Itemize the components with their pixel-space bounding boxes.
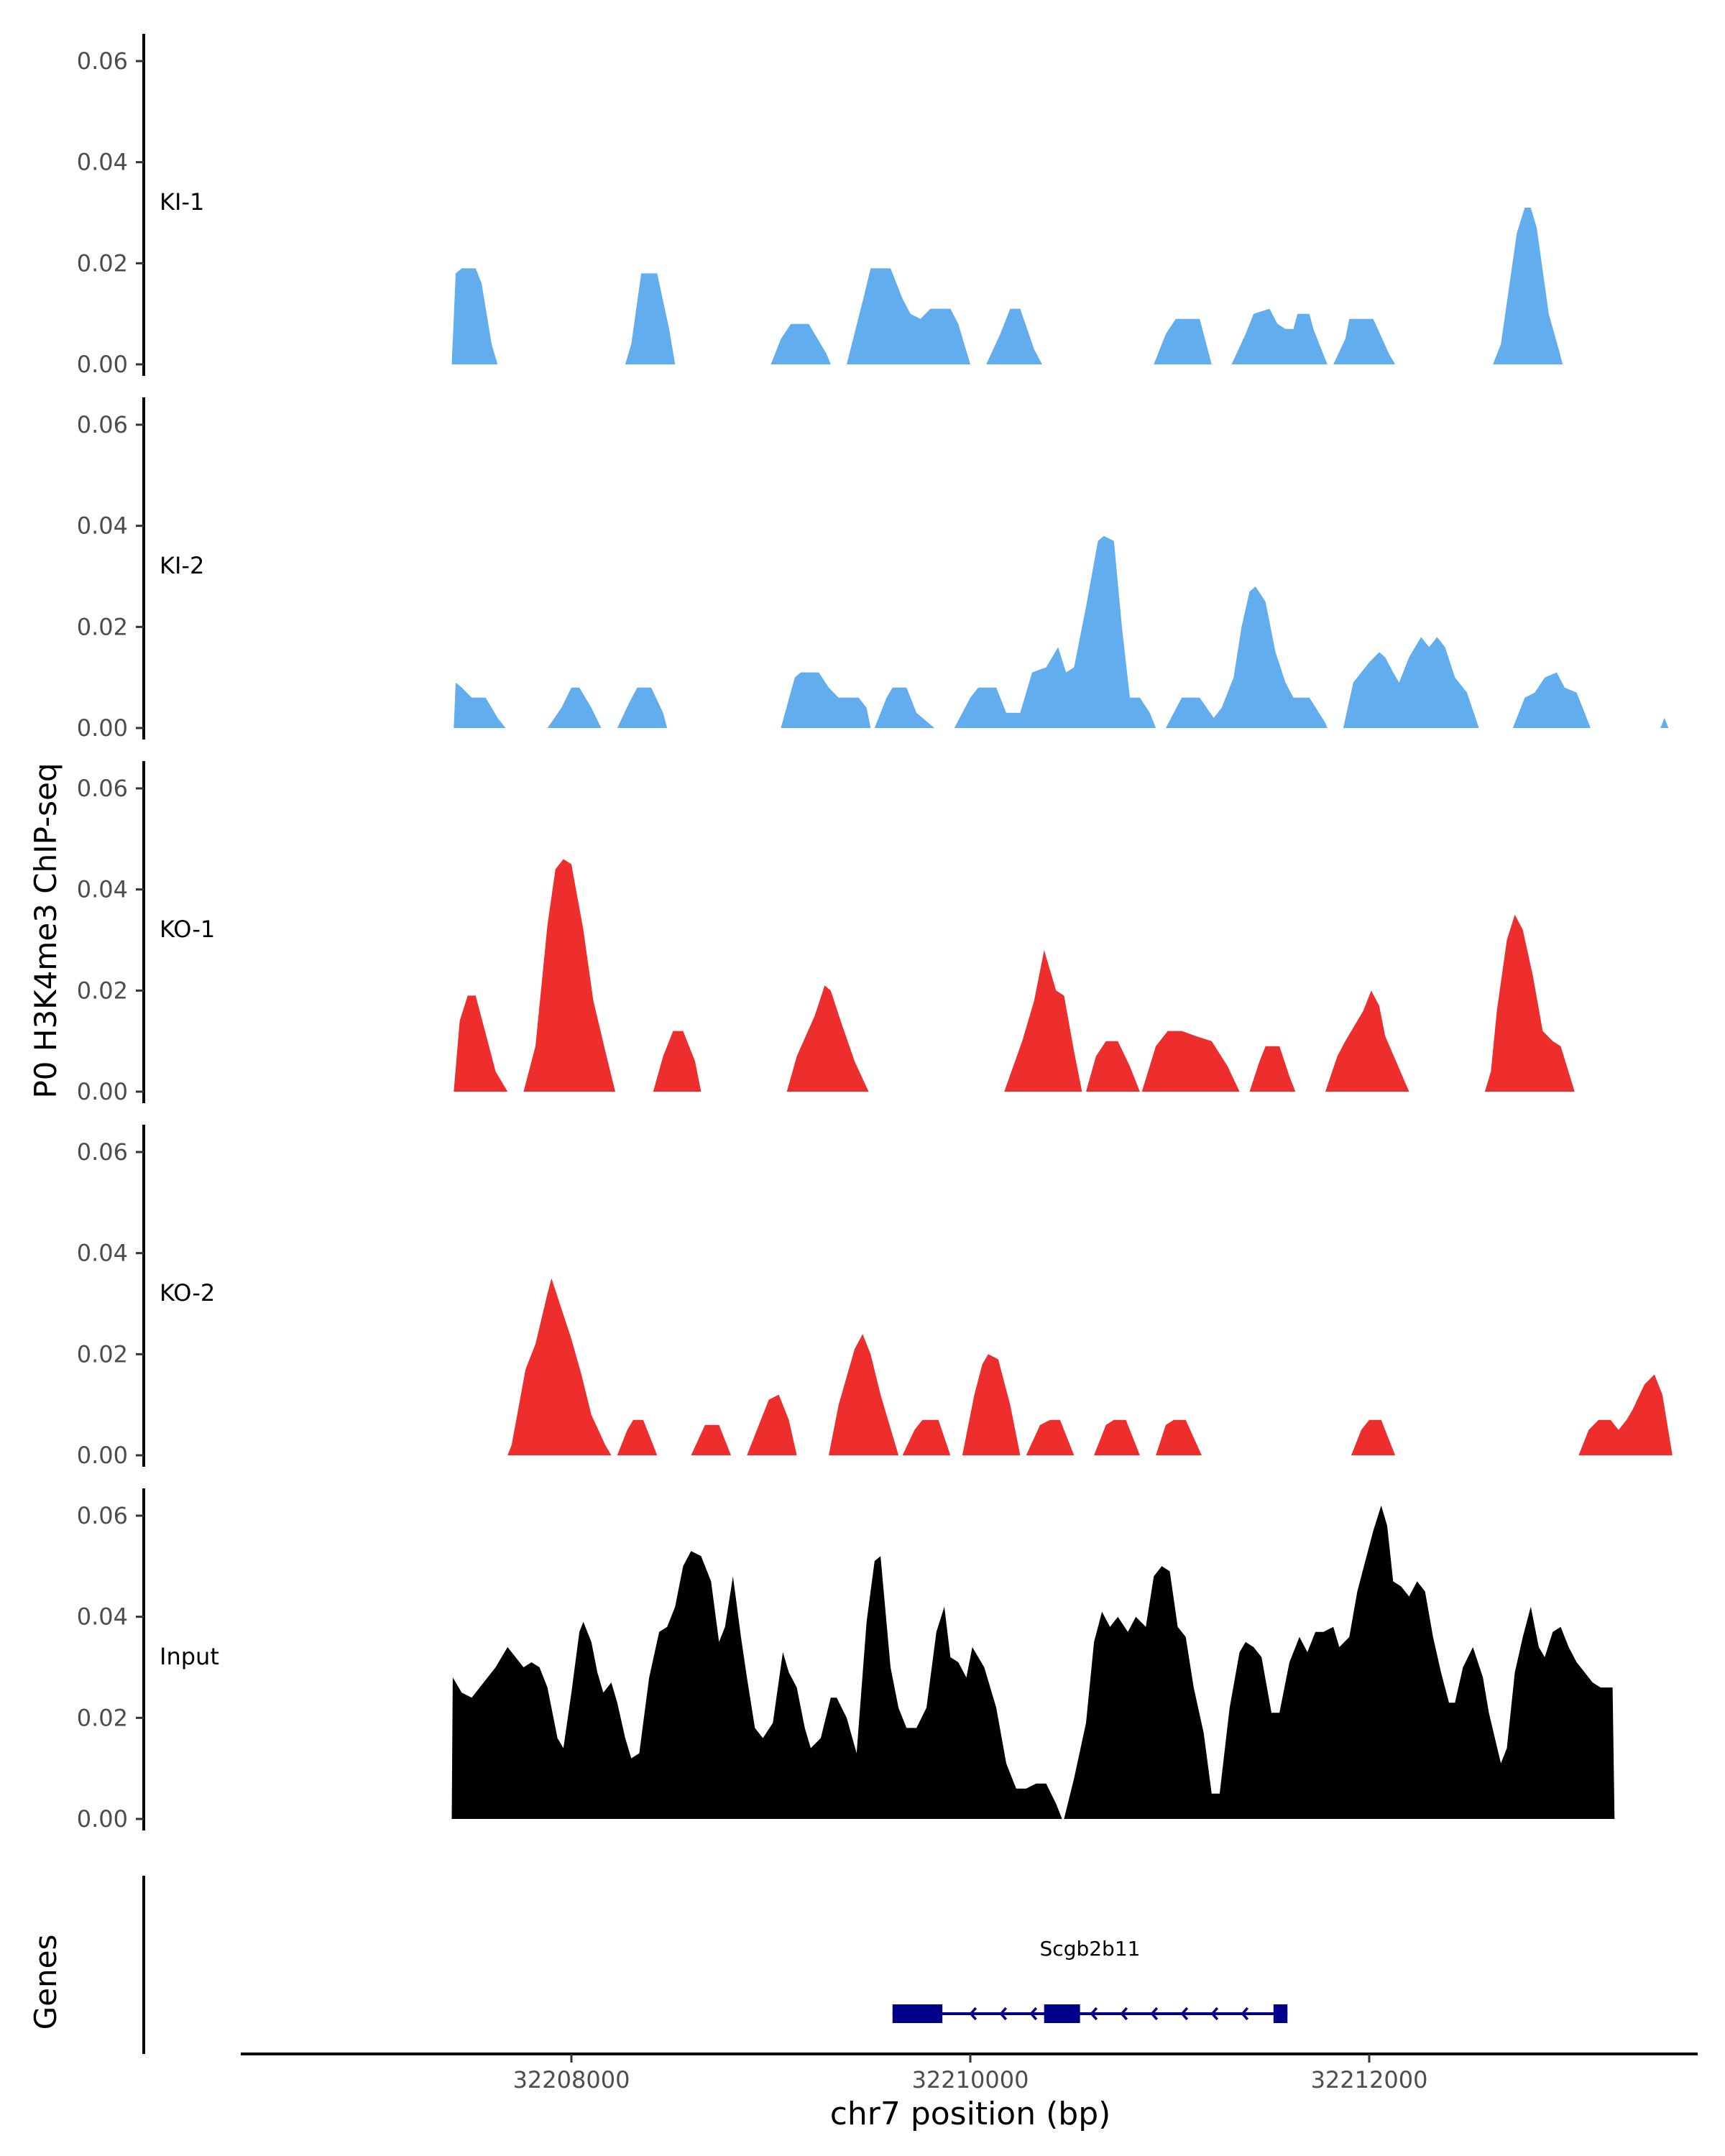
track-input: 0.00 0.02 0.04 0.06 Input xyxy=(77,1488,1615,1833)
gene-exon xyxy=(1044,2004,1080,2023)
y-tick-label: 0.06 xyxy=(77,1138,128,1166)
x-tick-label: 32210000 xyxy=(912,2066,1029,2093)
strand-arrow xyxy=(999,2007,1008,2021)
track-label: KI-2 xyxy=(160,552,204,579)
y-tick-label: 0.02 xyxy=(77,1704,128,1731)
y-tick-label: 0.00 xyxy=(77,714,128,742)
y-tick-label: 0.06 xyxy=(77,47,128,75)
y-tick-label: 0.02 xyxy=(77,1340,128,1368)
track-ko-1: 0.00 0.02 0.04 0.06 KO-1 xyxy=(77,761,1585,1105)
gene-name-label: Scgb2b11 xyxy=(1040,1937,1141,1961)
y-tick-label: 0.06 xyxy=(77,411,128,438)
x-axis: 32208000 32210000 32212000 xyxy=(241,2053,1698,2093)
track-ki-2: 0.00 0.02 0.04 0.06 KI-2 xyxy=(77,397,1669,742)
signal-area-ki-1 xyxy=(451,208,1563,364)
y-tick-label: 0.00 xyxy=(77,1805,128,1833)
track-label: KO-2 xyxy=(160,1279,215,1307)
signal-area-input xyxy=(451,1505,1615,1819)
y-tick-label: 0.02 xyxy=(77,977,128,1004)
y-tick-label: 0.00 xyxy=(77,1078,128,1105)
signal-tracks: 0.00 0.02 0.04 0.06 KI-1 0.00 0.02 0.04 0.06 KI-2… xyxy=(77,34,1673,1833)
signal-area-ki-2 xyxy=(454,535,1669,728)
y-tick-label: 0.04 xyxy=(77,876,128,903)
y-tick-label: 0.00 xyxy=(77,1442,128,1469)
gene-annotation-panel: Genes Scgb2b11 xyxy=(28,1876,1288,2054)
y-tick-label: 0.02 xyxy=(77,613,128,640)
track-label: KO-1 xyxy=(160,916,215,943)
y-tick-label: 0.02 xyxy=(77,249,128,277)
gene-exon xyxy=(892,2004,943,2023)
track-label: Input xyxy=(160,1643,219,1670)
strand-arrow xyxy=(1241,2007,1249,2021)
x-tick-label: 32208000 xyxy=(513,2066,630,2093)
track-ko-2: 0.00 0.02 0.04 0.06 KO-2 xyxy=(77,1125,1673,1469)
genes-panel-title: Genes xyxy=(28,1935,63,2030)
y-tick-label: 0.06 xyxy=(77,1502,128,1529)
strand-arrow xyxy=(969,2007,978,2021)
y-tick-label: 0.04 xyxy=(77,1603,128,1631)
strand-arrow xyxy=(1210,2007,1219,2021)
y-axis-title: P0 H3K4me3 ChIP-seq xyxy=(28,763,63,1098)
strand-arrow xyxy=(1090,2007,1098,2021)
track-ki-1: 0.00 0.02 0.04 0.06 KI-1 xyxy=(77,34,1563,378)
y-tick-label: 0.06 xyxy=(77,775,128,802)
strand-arrow xyxy=(1120,2007,1128,2021)
y-tick-label: 0.00 xyxy=(77,351,128,378)
signal-area-ko-2 xyxy=(507,1278,1673,1455)
y-tick-label: 0.04 xyxy=(77,1240,128,1267)
x-axis-title: chr7 position (bp) xyxy=(830,2096,1111,2132)
strand-arrow xyxy=(1150,2007,1159,2021)
x-tick-label: 32212000 xyxy=(1311,2066,1428,2093)
y-tick-label: 0.04 xyxy=(77,149,128,176)
signal-area-ko-1 xyxy=(454,859,1585,1092)
track-label: KI-1 xyxy=(160,188,204,216)
gene-exon xyxy=(1273,2004,1288,2023)
y-tick-label: 0.04 xyxy=(77,512,128,540)
strand-arrow xyxy=(1029,2007,1038,2021)
gene-scgb2b11: Scgb2b11 xyxy=(892,1937,1288,2023)
strand-arrow xyxy=(1180,2007,1189,2021)
